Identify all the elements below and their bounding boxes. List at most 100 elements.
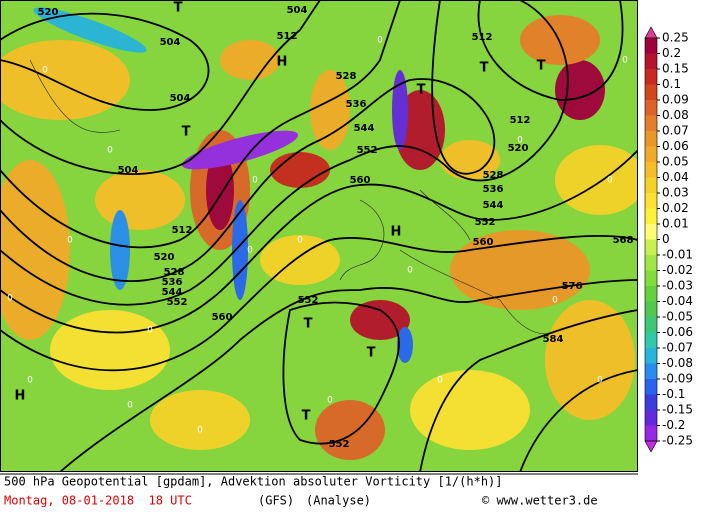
zero-line-label: 0 — [197, 426, 203, 436]
contour-label: 544 — [354, 123, 375, 134]
pressure-center-label: H — [391, 225, 402, 240]
colorbar-band — [645, 208, 657, 224]
contour-label: 552 — [475, 217, 496, 228]
colorbar-band — [645, 162, 657, 178]
footer-title: 500 hPa Geopotential [gpdam], Advektion … — [4, 475, 503, 489]
colorbar-label: -0.06 — [662, 325, 693, 339]
pressure-center-label: H — [277, 55, 288, 70]
contour-label: 504 — [160, 37, 181, 48]
colorbar-label: 0.04 — [662, 170, 689, 184]
colorbar-label: -0.02 — [662, 263, 693, 277]
footer-model: (GFS) — [258, 494, 294, 508]
contour-label: 520 — [508, 143, 529, 154]
colorbar-label: 0.03 — [662, 186, 689, 200]
zero-line-label: 0 — [7, 294, 13, 304]
zero-line-label: 0 — [622, 56, 628, 66]
contour-label: 512 — [472, 32, 493, 43]
zero-line-label: 0 — [377, 36, 383, 46]
contour-label: 560 — [350, 175, 371, 186]
colorbar-band — [645, 84, 657, 100]
zero-line-label: 0 — [607, 176, 613, 186]
pressure-center-label: T — [480, 61, 489, 76]
zero-line-label: 0 — [327, 396, 333, 406]
contour-label: 576 — [562, 281, 583, 292]
contour-label: 512 — [510, 115, 531, 126]
pressure-center-label: T — [174, 1, 183, 16]
zero-line-label: 0 — [67, 236, 73, 246]
contour-label: 552 — [167, 297, 188, 308]
zero-line-label: 0 — [407, 266, 413, 276]
contour-label: 568 — [613, 235, 634, 246]
contour-label: 544 — [162, 287, 183, 298]
colorbar-label: -0.1 — [662, 387, 685, 401]
footer-copyright: © www.wetter3.de — [482, 494, 598, 508]
contour-label: 544 — [483, 200, 504, 211]
pressure-center-label: T — [302, 409, 311, 424]
colorbar-band — [645, 239, 657, 255]
pressure-center-label: T — [304, 317, 313, 332]
colorbar-label: 0.08 — [662, 108, 689, 122]
colorbar-band — [645, 332, 657, 348]
colorbar-band — [645, 425, 657, 441]
colorbar-band — [645, 348, 657, 364]
zero-line-label: 0 — [297, 236, 303, 246]
colorbar-label: -0.05 — [662, 310, 693, 324]
colorbar-label: -0.25 — [662, 434, 693, 448]
pressure-center-label: H — [15, 389, 26, 404]
coastlines — [29, 59, 561, 335]
colorbar-label: -0.07 — [662, 341, 693, 355]
colorbar-band — [645, 255, 657, 271]
zero-line-label: 0 — [597, 376, 603, 386]
contour-label: 528 — [164, 267, 185, 278]
map-frame — [0, 0, 638, 472]
vorticity-field — [0, 7, 638, 460]
colorbar-band — [645, 53, 657, 69]
zero-line-label: 0 — [517, 136, 523, 146]
colorbar-label: 0.06 — [662, 139, 689, 153]
contour-label: 512 — [277, 31, 298, 42]
colorbar-band — [645, 146, 657, 162]
colorbar-band — [645, 394, 657, 410]
colorbar-band — [645, 193, 657, 209]
colorbar: 0.250.2 0.150.1 0.090.08 0.070.06 0.050.04 0.… — [644, 26, 693, 453]
map-labels: 5205045045045125045125285365445525605525… — [7, 1, 633, 451]
contour-label: 584 — [543, 334, 564, 345]
colorbar-label: 0.25 — [662, 31, 689, 45]
geopotential-contours — [0, 0, 638, 472]
colorbar-label: -0.04 — [662, 294, 693, 308]
contour-label: 552 — [329, 439, 350, 450]
colorbar-label: 0.07 — [662, 124, 689, 138]
colorbar-arrow-bottom — [644, 440, 658, 453]
zero-line-label: 0 — [552, 296, 558, 306]
colorbar-arrow-top — [644, 26, 658, 39]
colorbar-label: 0.2 — [662, 46, 681, 60]
colorbar-band — [645, 270, 657, 286]
footer-date: Montag, 08-01-2018 18 UTC — [4, 494, 192, 508]
zero-line-label: 0 — [437, 376, 443, 386]
colorbar-band — [645, 379, 657, 395]
contour-label: 520 — [154, 252, 175, 263]
colorbar-label: -0.15 — [662, 403, 693, 417]
zero-line-label: 0 — [107, 146, 113, 156]
contour-label: 552 — [357, 145, 378, 156]
contour-label: 552 — [298, 295, 319, 306]
colorbar-band — [645, 410, 657, 426]
contour-label: 504 — [287, 5, 308, 16]
colorbar-band — [645, 301, 657, 317]
colorbar-label: -0.09 — [662, 372, 693, 386]
colorbar-band — [645, 224, 657, 240]
colorbar-label: -0.01 — [662, 248, 693, 262]
contour-label: 536 — [162, 277, 183, 288]
pressure-center-label: T — [417, 83, 426, 98]
colorbar-label: 0.1 — [662, 77, 681, 91]
contour-label: 560 — [212, 312, 233, 323]
contour-label: 560 — [473, 237, 494, 248]
colorbar-band — [645, 177, 657, 193]
contour-label: 536 — [483, 184, 504, 195]
colorbar-band — [645, 100, 657, 116]
colorbar-band — [645, 38, 657, 54]
contour-label: 528 — [483, 170, 504, 181]
colorbar-label: -0.2 — [662, 418, 685, 432]
contour-label: 504 — [118, 165, 139, 176]
